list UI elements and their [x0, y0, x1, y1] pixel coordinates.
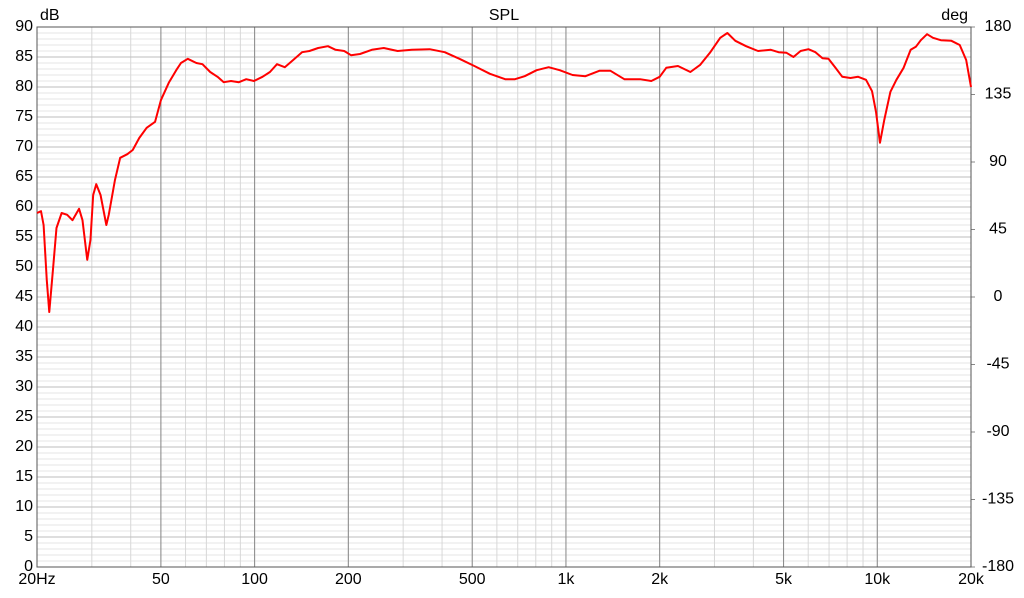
- y2-tick-label: -90: [986, 423, 1009, 440]
- plot-frame: [36, 26, 972, 568]
- y-tick-label: 65: [15, 168, 33, 185]
- y-tick-label: 60: [15, 198, 33, 215]
- y-tick-label: 25: [15, 408, 33, 425]
- y-tick-label: 70: [15, 138, 33, 155]
- x-tick-label: 20Hz: [18, 571, 55, 588]
- y-tick-label: 0: [24, 558, 33, 575]
- y2-axis-label: deg: [941, 7, 968, 24]
- y-tick-label: 5: [24, 528, 33, 545]
- y-tick-label: 75: [15, 108, 33, 125]
- y-tick-label: 30: [15, 378, 33, 395]
- x-tick-label: 10k: [864, 571, 891, 588]
- y2-tick-label: -45: [986, 356, 1009, 373]
- x-tick-label: 200: [335, 571, 362, 588]
- x-tick-label: 20k: [958, 571, 985, 588]
- y-tick-label: 85: [15, 48, 33, 65]
- chart-title: SPL: [489, 7, 519, 24]
- y-tick-label: 55: [15, 228, 33, 245]
- y2-tick-label: 45: [989, 221, 1007, 238]
- y-tick-label: 35: [15, 348, 33, 365]
- y-tick-label: 80: [15, 78, 33, 95]
- y-tick-label: 15: [15, 468, 33, 485]
- x-tick-label: 5k: [775, 571, 793, 588]
- y2-tick-label: -180: [982, 558, 1014, 575]
- y-tick-label: 50: [15, 258, 33, 275]
- y-axis-label: dB: [40, 7, 60, 24]
- x-tick-label: 1k: [557, 571, 575, 588]
- x-tick-label: 2k: [651, 571, 669, 588]
- x-tick-label: 100: [241, 571, 268, 588]
- y2-tick-label: 0: [994, 288, 1003, 305]
- y-tick-label: 10: [15, 498, 33, 515]
- y2-tick-label: -135: [982, 491, 1014, 508]
- y-tick-label: 45: [15, 288, 33, 305]
- y2-tick-label: 90: [989, 153, 1007, 170]
- x-tick-label: 500: [459, 571, 486, 588]
- y2-tick-label: 135: [985, 86, 1012, 103]
- y-tick-label: 90: [15, 18, 33, 35]
- y-tick-label: 40: [15, 318, 33, 335]
- x-tick-label: 50: [152, 571, 170, 588]
- spl-line: [36, 32, 972, 313]
- y-tick-label: 20: [15, 438, 33, 455]
- y2-tick-label: 180: [985, 18, 1012, 35]
